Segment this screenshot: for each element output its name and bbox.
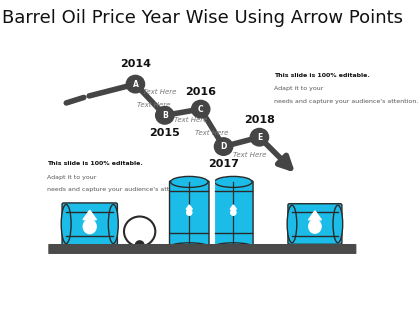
Text: 2015: 2015 bbox=[150, 128, 180, 138]
Text: Text Here: Text Here bbox=[136, 102, 170, 108]
Text: 2014: 2014 bbox=[120, 59, 151, 69]
Text: Text Here: Text Here bbox=[195, 130, 229, 136]
Text: Text Here: Text Here bbox=[233, 152, 266, 158]
Polygon shape bbox=[83, 210, 97, 220]
Polygon shape bbox=[230, 205, 236, 209]
FancyBboxPatch shape bbox=[170, 181, 209, 247]
Text: B: B bbox=[162, 111, 168, 120]
Text: Barrel Oil Price Year Wise Using Arrow Points: Barrel Oil Price Year Wise Using Arrow P… bbox=[2, 9, 403, 27]
Text: Adapt it to your: Adapt it to your bbox=[274, 86, 323, 91]
Text: D: D bbox=[220, 142, 227, 151]
Circle shape bbox=[250, 129, 268, 146]
Ellipse shape bbox=[83, 219, 97, 234]
Text: This slide is 100% editable.: This slide is 100% editable. bbox=[274, 73, 370, 78]
Text: This slide is 100% editable.: This slide is 100% editable. bbox=[47, 161, 143, 166]
FancyBboxPatch shape bbox=[288, 204, 342, 244]
Text: needs and capture your audience's attention.: needs and capture your audience's attent… bbox=[47, 187, 192, 192]
Text: needs and capture your audience's attention.: needs and capture your audience's attent… bbox=[274, 99, 418, 104]
Circle shape bbox=[156, 106, 174, 124]
Text: E: E bbox=[257, 133, 262, 142]
FancyBboxPatch shape bbox=[214, 181, 253, 247]
FancyBboxPatch shape bbox=[62, 203, 118, 245]
Ellipse shape bbox=[287, 205, 297, 243]
Ellipse shape bbox=[308, 219, 322, 234]
Text: Text Here: Text Here bbox=[142, 89, 176, 95]
Ellipse shape bbox=[215, 176, 252, 187]
Circle shape bbox=[192, 100, 210, 118]
Ellipse shape bbox=[215, 243, 252, 250]
Text: Text Here: Text Here bbox=[174, 117, 207, 123]
Ellipse shape bbox=[171, 176, 208, 187]
Text: 2018: 2018 bbox=[244, 115, 275, 125]
Circle shape bbox=[124, 216, 155, 246]
Text: Adapt it to your: Adapt it to your bbox=[47, 175, 97, 180]
Polygon shape bbox=[308, 211, 321, 220]
Text: A: A bbox=[132, 80, 138, 89]
FancyBboxPatch shape bbox=[48, 244, 356, 254]
Ellipse shape bbox=[108, 204, 118, 243]
Ellipse shape bbox=[171, 243, 208, 250]
Text: C: C bbox=[198, 105, 204, 114]
Circle shape bbox=[214, 138, 233, 155]
Polygon shape bbox=[186, 205, 192, 209]
Circle shape bbox=[135, 241, 144, 249]
Circle shape bbox=[126, 75, 144, 93]
Ellipse shape bbox=[186, 209, 192, 216]
Ellipse shape bbox=[333, 205, 343, 243]
Ellipse shape bbox=[230, 209, 236, 216]
Text: 2017: 2017 bbox=[208, 159, 239, 169]
Ellipse shape bbox=[61, 204, 71, 243]
Text: 2016: 2016 bbox=[185, 87, 216, 97]
